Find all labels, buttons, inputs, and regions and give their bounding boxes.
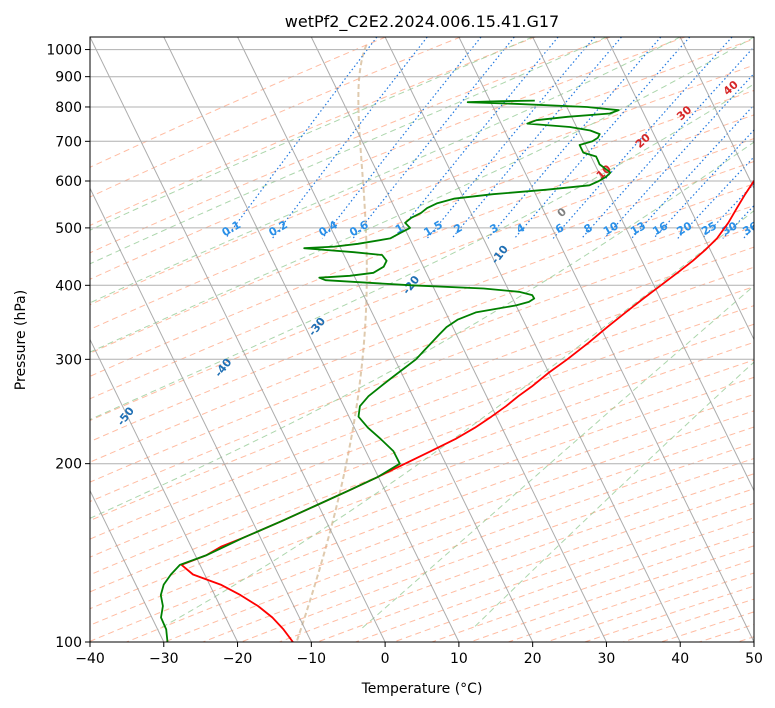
dry-adiabat-line <box>317 488 754 642</box>
x-tick-label: 30 <box>598 651 616 667</box>
dry-adiabat-line <box>90 246 754 503</box>
y-tick-label: 400 <box>55 278 82 294</box>
saturation-curve <box>295 44 368 642</box>
y-tick-label: 600 <box>55 174 82 190</box>
dry-adiabat-line <box>90 376 754 626</box>
dry-adiabat-line <box>90 359 754 610</box>
isotherm-line <box>237 37 534 642</box>
dry-adiabat-line <box>90 226 754 483</box>
moist-adiabat-line <box>90 37 607 265</box>
moist-adiabat-line <box>360 285 754 630</box>
isotherm-line <box>90 37 386 642</box>
dry-adiabat-line <box>90 323 754 576</box>
isotherms-layer <box>90 37 754 642</box>
x-tick-label: 10 <box>450 651 468 667</box>
isotherm-line <box>384 37 681 642</box>
dry-adiabat-line <box>90 37 386 168</box>
y-tick-label: 700 <box>55 134 82 150</box>
x-tick-label: −20 <box>223 651 253 667</box>
mixing-ratio-line <box>701 182 754 239</box>
dry-adiabat-line <box>393 517 754 642</box>
mixing-ratio-line <box>514 37 691 239</box>
y-tick-label: 900 <box>55 70 82 86</box>
dry-adiabat-line <box>431 531 754 642</box>
mixing-ratio-line <box>393 37 559 239</box>
dry-adiabat-line <box>90 37 611 254</box>
dry-adiabat-line <box>90 37 686 280</box>
x-tick-label: 50 <box>745 651 763 667</box>
x-tick-label: −40 <box>75 651 105 667</box>
isotherm-line <box>310 37 607 642</box>
moist-adiabat-line <box>90 37 681 304</box>
x-tick-label: −30 <box>149 651 179 667</box>
mixing-ratio-line <box>321 37 482 239</box>
isotherm-line <box>532 37 754 492</box>
y-tick-label: 1000 <box>46 43 82 59</box>
chart-title: wetPf2_C2E2.2024.006.15.41.G17 <box>285 12 559 32</box>
dry-adiabat-line <box>90 114 754 377</box>
y-tick-label: 200 <box>55 457 82 473</box>
plot-frame <box>89 36 755 643</box>
x-tick-label: −10 <box>297 651 327 667</box>
isobars-layer <box>90 49 754 642</box>
y-tick-label: 800 <box>55 100 82 116</box>
dry-adiabat-line <box>90 305 754 558</box>
dry-adiabat-line <box>90 138 754 400</box>
moist-adiabat-line <box>157 210 754 630</box>
isotherm-line <box>458 37 754 642</box>
y-tick-label: 100 <box>55 635 82 651</box>
isotherm-line <box>90 187 312 642</box>
x-tick-label: 0 <box>381 651 390 667</box>
mixing-ratio-line <box>451 37 622 239</box>
dry-adiabat-line <box>355 502 754 642</box>
dry-adiabat-line <box>90 160 754 422</box>
y-tick-label: 500 <box>55 221 82 237</box>
isotherm-line <box>90 489 165 642</box>
mixing-ratio-line <box>581 46 754 239</box>
saturation-curve-layer <box>295 44 368 642</box>
mixing-ratio-lines-layer <box>225 37 754 239</box>
dry-adiabats-layer <box>90 37 754 642</box>
x-tick-label: 20 <box>524 651 542 667</box>
mixing-ratio-line <box>352 37 515 239</box>
mixing-ratio-line <box>487 37 662 239</box>
y-axis-label: Pressure (hPa) <box>13 290 29 390</box>
moist-adiabats-layer <box>90 37 754 630</box>
dry-adiabat-line <box>90 341 754 593</box>
isotherm-line <box>163 37 460 642</box>
dry-adiabat-line <box>126 410 754 642</box>
dry-adiabat-line <box>90 205 754 463</box>
x-axis-ticks: −40 −30 −20 −10 0 10 20 30 40 50 <box>75 642 763 667</box>
mixing-ratio-line <box>603 72 754 239</box>
plot-area: -100-90-80-70-60-50-40-30-20-100.10.20.4… <box>90 37 760 642</box>
y-axis-ticks: 100 200 300 400 500 600 700 800 900 1000 <box>46 43 90 651</box>
dry-adiabat-line <box>90 183 754 443</box>
dry-adiabat-line <box>90 393 754 642</box>
mixing-ratio-line <box>552 37 733 239</box>
x-tick-label: 40 <box>671 651 689 667</box>
mixing-ratio-label: 36 <box>740 219 760 238</box>
x-axis-label: Temperature (°C) <box>361 681 483 697</box>
mixing-ratio-line <box>631 104 754 239</box>
dry-adiabat-line <box>90 89 754 354</box>
isotherm-line <box>605 37 754 341</box>
profiles-layer <box>159 99 754 642</box>
y-tick-label: 300 <box>55 352 82 368</box>
isotherm-line <box>679 37 754 190</box>
dewpoint-profile-line <box>159 99 620 642</box>
